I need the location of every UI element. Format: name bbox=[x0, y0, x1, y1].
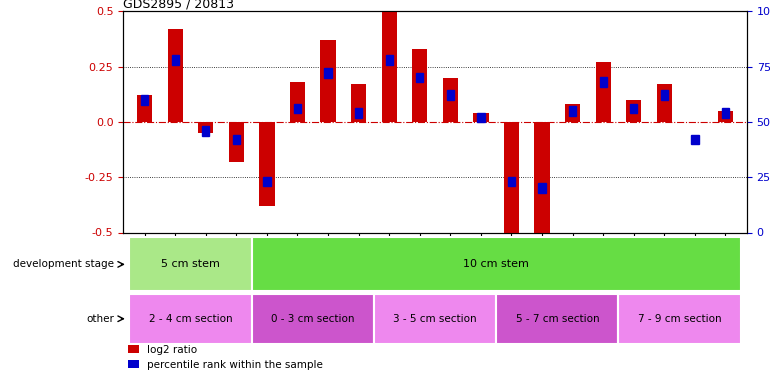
Text: development stage: development stage bbox=[13, 260, 114, 269]
Bar bbox=[618, 294, 741, 344]
Bar bbox=[129, 237, 252, 291]
Text: 7 - 9 cm section: 7 - 9 cm section bbox=[638, 314, 721, 324]
Bar bbox=[412, 49, 427, 122]
Bar bbox=[443, 78, 458, 122]
Bar bbox=[600, 77, 607, 87]
Bar bbox=[374, 294, 496, 344]
Text: other: other bbox=[86, 314, 114, 324]
Bar bbox=[168, 29, 182, 122]
Bar bbox=[595, 62, 611, 122]
Bar bbox=[447, 90, 454, 100]
Bar bbox=[263, 177, 270, 186]
Bar bbox=[661, 90, 668, 100]
Bar bbox=[565, 104, 581, 122]
Bar bbox=[141, 95, 149, 105]
Bar bbox=[355, 108, 363, 118]
Text: 2 - 4 cm section: 2 - 4 cm section bbox=[149, 314, 233, 324]
Bar bbox=[382, 11, 397, 122]
Bar bbox=[386, 55, 393, 65]
Bar bbox=[172, 55, 179, 65]
Bar bbox=[496, 294, 618, 344]
Bar bbox=[290, 82, 305, 122]
Bar bbox=[324, 68, 332, 78]
Bar bbox=[137, 95, 152, 122]
Text: 5 cm stem: 5 cm stem bbox=[161, 260, 220, 269]
Text: 10 cm stem: 10 cm stem bbox=[464, 260, 529, 269]
Bar bbox=[477, 112, 484, 122]
Text: 5 - 7 cm section: 5 - 7 cm section bbox=[516, 314, 599, 324]
Text: 0 - 3 cm section: 0 - 3 cm section bbox=[271, 314, 354, 324]
Bar bbox=[538, 183, 546, 193]
Bar bbox=[504, 122, 519, 232]
Bar bbox=[351, 84, 367, 122]
Legend: log2 ratio, percentile rank within the sample: log2 ratio, percentile rank within the s… bbox=[129, 345, 323, 370]
Bar bbox=[129, 294, 252, 344]
Text: GDS2895 / 20813: GDS2895 / 20813 bbox=[123, 0, 234, 10]
Text: 3 - 5 cm section: 3 - 5 cm section bbox=[393, 314, 477, 324]
Bar bbox=[198, 122, 213, 133]
Bar bbox=[657, 84, 672, 122]
Bar bbox=[718, 111, 733, 122]
Bar bbox=[229, 122, 244, 162]
Bar bbox=[233, 135, 240, 144]
Bar bbox=[721, 108, 729, 118]
Bar bbox=[294, 104, 301, 114]
Bar bbox=[508, 177, 515, 186]
Bar bbox=[626, 100, 641, 122]
Bar bbox=[252, 294, 374, 344]
Bar bbox=[630, 104, 638, 114]
Bar bbox=[691, 135, 698, 144]
Bar bbox=[202, 126, 209, 136]
Bar bbox=[320, 40, 336, 122]
Bar bbox=[569, 106, 576, 116]
Bar bbox=[534, 122, 550, 232]
Bar bbox=[259, 122, 275, 206]
Bar bbox=[252, 237, 741, 291]
Bar bbox=[474, 113, 488, 122]
Bar bbox=[416, 73, 424, 82]
